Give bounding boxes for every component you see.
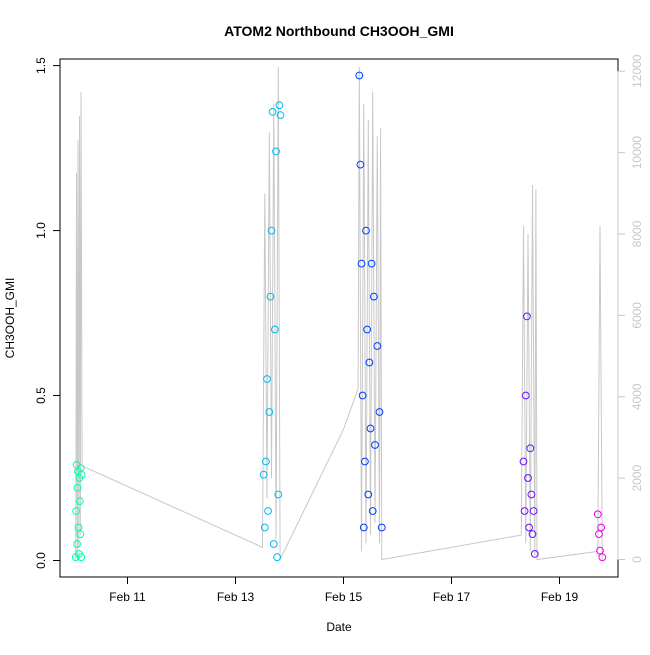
data-point — [263, 375, 271, 383]
x-axis-label: Date — [326, 620, 352, 634]
y-axis-right: 0 2000 4000 6000 8000 10000 12000 — [617, 54, 644, 563]
data-point — [526, 444, 535, 453]
y-axis-left: 0.0 0.5 1.0 1.5 — [34, 57, 61, 569]
data-point — [365, 358, 374, 367]
data-point — [593, 510, 602, 519]
data-point — [276, 111, 285, 119]
data-point — [359, 523, 368, 532]
data-point — [363, 325, 372, 334]
data-point — [73, 540, 81, 548]
data-point — [357, 259, 366, 268]
data-point — [366, 424, 375, 433]
data-point — [530, 550, 539, 558]
x-tick-label: Feb 11 — [109, 590, 146, 604]
data-point — [266, 292, 275, 301]
data-point — [259, 470, 268, 479]
y-axis-label: CH3OOH_GMI — [3, 278, 17, 359]
data-point — [265, 408, 274, 416]
data-point — [358, 391, 367, 400]
chart-title: ATOM2 Northbound CH3OOH_GMI — [224, 23, 454, 39]
data-point — [264, 507, 273, 515]
y2-tick-label: 6000 — [630, 302, 644, 329]
x-axis: Feb 11 Feb 13 Feb 15 Feb 17 Feb 19 — [109, 576, 579, 604]
y2-tick-label: 10000 — [630, 136, 644, 170]
data-point — [519, 457, 528, 466]
data-point — [77, 470, 86, 479]
data-point — [355, 71, 364, 80]
y2-tick-label: 0 — [630, 556, 644, 563]
data-point — [274, 490, 283, 499]
data-point — [529, 507, 538, 515]
data-point — [373, 342, 382, 350]
data-point — [75, 497, 84, 506]
data-point — [262, 457, 270, 466]
data-point — [268, 107, 277, 116]
series-3 — [355, 71, 386, 532]
data-point — [523, 312, 531, 321]
data-point — [267, 226, 276, 235]
data-point — [598, 553, 607, 562]
data-point — [269, 540, 278, 548]
data-point — [528, 530, 537, 538]
y2-tick-label: 12000 — [630, 54, 644, 88]
data-point — [524, 474, 532, 482]
x-tick-label: Feb 19 — [541, 590, 579, 604]
data-point — [368, 507, 377, 515]
data-point — [76, 530, 85, 538]
data-point — [370, 292, 378, 301]
data-point — [271, 325, 279, 334]
series-2 — [259, 101, 285, 562]
data-point — [596, 546, 604, 555]
y2-tick-label: 2000 — [630, 464, 644, 491]
data-point — [273, 553, 282, 562]
data-point — [77, 553, 86, 562]
series-5 — [593, 510, 607, 562]
data-point — [525, 523, 533, 532]
data-point — [272, 147, 280, 156]
x-tick-label: Feb 15 — [325, 590, 363, 604]
data-point — [362, 226, 370, 235]
y-tick-label: 1.0 — [34, 222, 48, 239]
data-point — [260, 523, 269, 532]
data-point — [527, 490, 536, 499]
x-tick-label: Feb 13 — [217, 590, 255, 604]
altitude-layer — [75, 67, 603, 561]
data-point — [521, 391, 530, 400]
data-point — [361, 457, 369, 466]
data-point — [375, 408, 384, 416]
series-1 — [71, 460, 86, 562]
data-point — [73, 484, 82, 492]
y-tick-label: 0.0 — [34, 552, 48, 569]
x-tick-label: Feb 17 — [433, 590, 471, 604]
altitude-line — [75, 67, 603, 561]
y-tick-label: 1.5 — [34, 57, 48, 74]
data-point — [367, 259, 376, 268]
data-point — [364, 490, 373, 499]
y2-tick-label: 4000 — [630, 383, 644, 410]
series-4 — [519, 312, 539, 558]
data-point — [377, 523, 386, 532]
data-point — [595, 530, 603, 538]
data-point — [371, 441, 379, 449]
data-point — [520, 507, 529, 515]
data-point — [275, 101, 284, 110]
y-tick-label: 0.5 — [34, 387, 48, 404]
y2-tick-label: 8000 — [630, 220, 644, 247]
points-layer — [71, 71, 607, 562]
data-point — [356, 160, 365, 169]
data-point — [597, 523, 605, 532]
data-point — [72, 507, 81, 515]
